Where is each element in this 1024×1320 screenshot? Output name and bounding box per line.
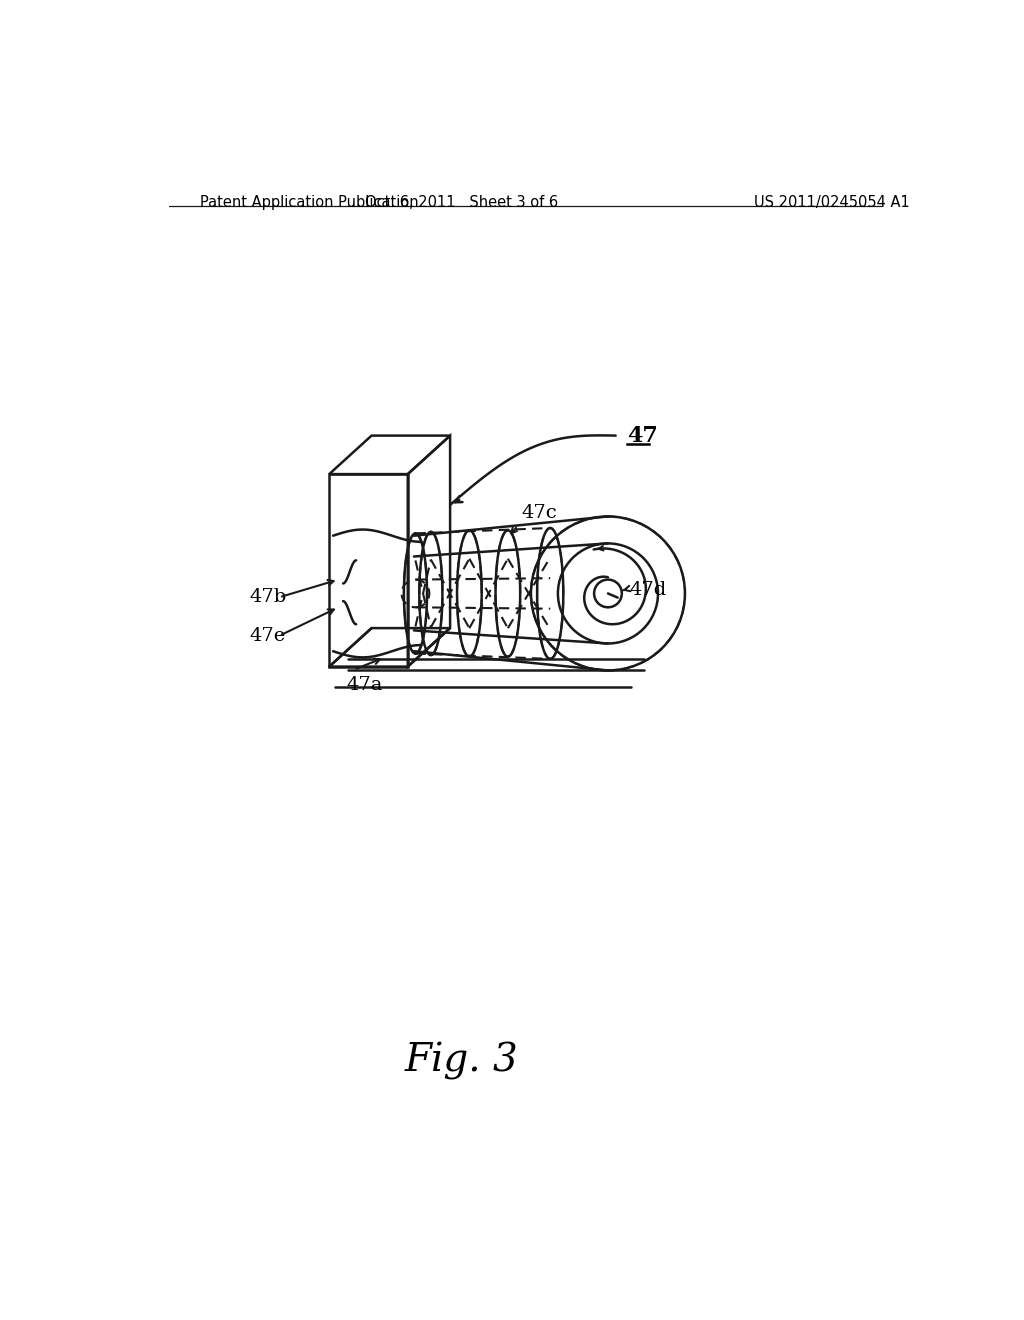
Text: Patent Application Publication: Patent Application Publication [200,195,419,210]
Text: US 2011/0245054 A1: US 2011/0245054 A1 [755,195,910,210]
Text: 47e: 47e [250,627,286,644]
Text: 47d: 47d [630,581,667,598]
Text: Fig. 3: Fig. 3 [404,1043,518,1080]
Text: 47a: 47a [346,676,383,694]
Text: 47b: 47b [250,589,287,606]
Text: 47c: 47c [521,504,557,521]
Text: Oct. 6, 2011   Sheet 3 of 6: Oct. 6, 2011 Sheet 3 of 6 [366,195,558,210]
Text: 47: 47 [628,425,658,446]
